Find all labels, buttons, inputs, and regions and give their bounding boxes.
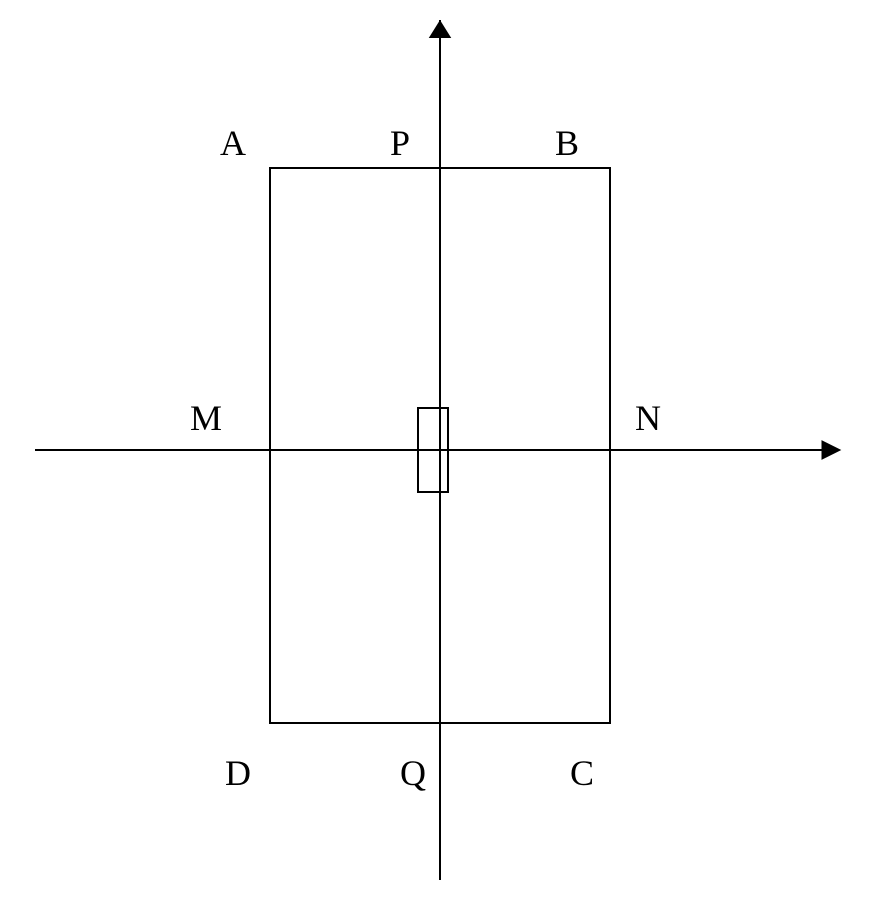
diagram-canvas: A P B M N D Q C <box>0 0 886 897</box>
label-a: A <box>220 123 246 163</box>
label-n: N <box>635 398 661 438</box>
label-c: C <box>570 753 594 793</box>
label-m: M <box>190 398 222 438</box>
label-d: D <box>225 753 251 793</box>
vertical-axis-arrow <box>429 20 452 38</box>
label-b: B <box>555 123 579 163</box>
label-q: Q <box>400 753 426 793</box>
label-p: P <box>390 123 410 163</box>
